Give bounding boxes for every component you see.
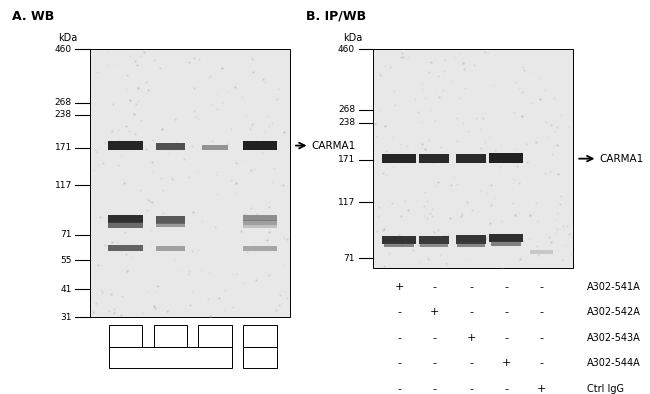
Text: -: - (432, 384, 436, 394)
Bar (156, 223, 185, 227)
Text: -: - (397, 307, 401, 317)
Text: CARMA1: CARMA1 (599, 154, 644, 164)
Text: 50: 50 (254, 331, 266, 341)
Text: -: - (397, 359, 401, 368)
Text: -: - (540, 333, 543, 343)
Bar (109, 325, 142, 347)
Bar (243, 347, 277, 368)
Bar (109, 222, 143, 228)
Text: 171: 171 (338, 155, 355, 164)
Text: -: - (469, 384, 473, 394)
Bar (198, 325, 232, 347)
Text: +: + (466, 333, 476, 343)
Bar (109, 347, 232, 368)
Bar (382, 154, 416, 164)
Bar (489, 234, 523, 242)
Text: -: - (432, 333, 436, 343)
Bar (419, 154, 449, 163)
Text: CARMA1: CARMA1 (311, 141, 355, 151)
Text: -: - (504, 282, 508, 292)
Text: +: + (395, 282, 404, 292)
Text: 71: 71 (60, 230, 72, 239)
Bar (384, 243, 414, 247)
Bar (156, 246, 185, 251)
Text: A302-542A: A302-542A (587, 307, 641, 317)
Text: -: - (504, 307, 508, 317)
Text: -: - (540, 359, 543, 368)
Text: K: K (257, 353, 263, 362)
Text: 460: 460 (338, 45, 355, 54)
Text: 5: 5 (212, 331, 218, 341)
Text: -: - (540, 307, 543, 317)
Text: A. WB: A. WB (12, 10, 54, 23)
Bar (156, 216, 185, 224)
Text: 117: 117 (338, 198, 355, 207)
Bar (109, 141, 143, 150)
Text: -: - (432, 359, 436, 368)
Bar (243, 141, 278, 150)
Bar (457, 242, 485, 247)
Text: B. IP/WB: B. IP/WB (306, 10, 366, 23)
Bar (109, 215, 143, 223)
Bar (420, 242, 448, 247)
Text: 268: 268 (338, 105, 355, 114)
Text: -: - (540, 282, 543, 292)
Text: 50: 50 (120, 331, 132, 341)
Text: -: - (504, 333, 508, 343)
Text: 15: 15 (164, 331, 177, 341)
Text: +: + (430, 307, 439, 317)
Text: A302-544A: A302-544A (587, 359, 640, 368)
Bar (153, 325, 187, 347)
Text: 238: 238 (338, 118, 355, 127)
Bar (530, 250, 553, 254)
Text: 71: 71 (344, 254, 355, 262)
Text: kDa: kDa (343, 33, 362, 43)
Text: 268: 268 (55, 98, 72, 108)
Bar (491, 241, 521, 246)
Text: -: - (397, 333, 401, 343)
Text: 117: 117 (55, 181, 72, 190)
Text: Ctrl IgG: Ctrl IgG (587, 384, 624, 394)
Text: A302-541A: A302-541A (587, 282, 640, 292)
Bar (156, 143, 185, 150)
Text: -: - (469, 359, 473, 368)
Text: 460: 460 (55, 45, 72, 54)
Text: 31: 31 (60, 313, 72, 322)
Bar (489, 153, 523, 163)
Bar (456, 235, 486, 243)
Text: 238: 238 (55, 110, 72, 119)
Bar (419, 236, 449, 243)
Text: -: - (397, 384, 401, 394)
Text: -: - (504, 384, 508, 394)
Bar (243, 246, 278, 251)
Bar (202, 145, 228, 150)
Bar (243, 224, 278, 228)
Text: 41: 41 (60, 285, 72, 294)
Text: +: + (501, 359, 511, 368)
Text: A302-543A: A302-543A (587, 333, 640, 343)
Text: -: - (432, 282, 436, 292)
Text: Ramos: Ramos (154, 353, 187, 362)
Bar (456, 154, 486, 163)
Text: +: + (536, 384, 546, 394)
Bar (243, 220, 278, 225)
Text: kDa: kDa (58, 33, 78, 43)
Bar (372, 49, 573, 268)
Bar (243, 215, 278, 221)
Text: -: - (469, 282, 473, 292)
Bar (109, 245, 143, 251)
Text: 171: 171 (55, 143, 72, 152)
Text: -: - (469, 307, 473, 317)
Bar (243, 325, 277, 347)
Bar (90, 49, 290, 317)
Bar (382, 236, 416, 244)
Text: 55: 55 (60, 256, 72, 265)
